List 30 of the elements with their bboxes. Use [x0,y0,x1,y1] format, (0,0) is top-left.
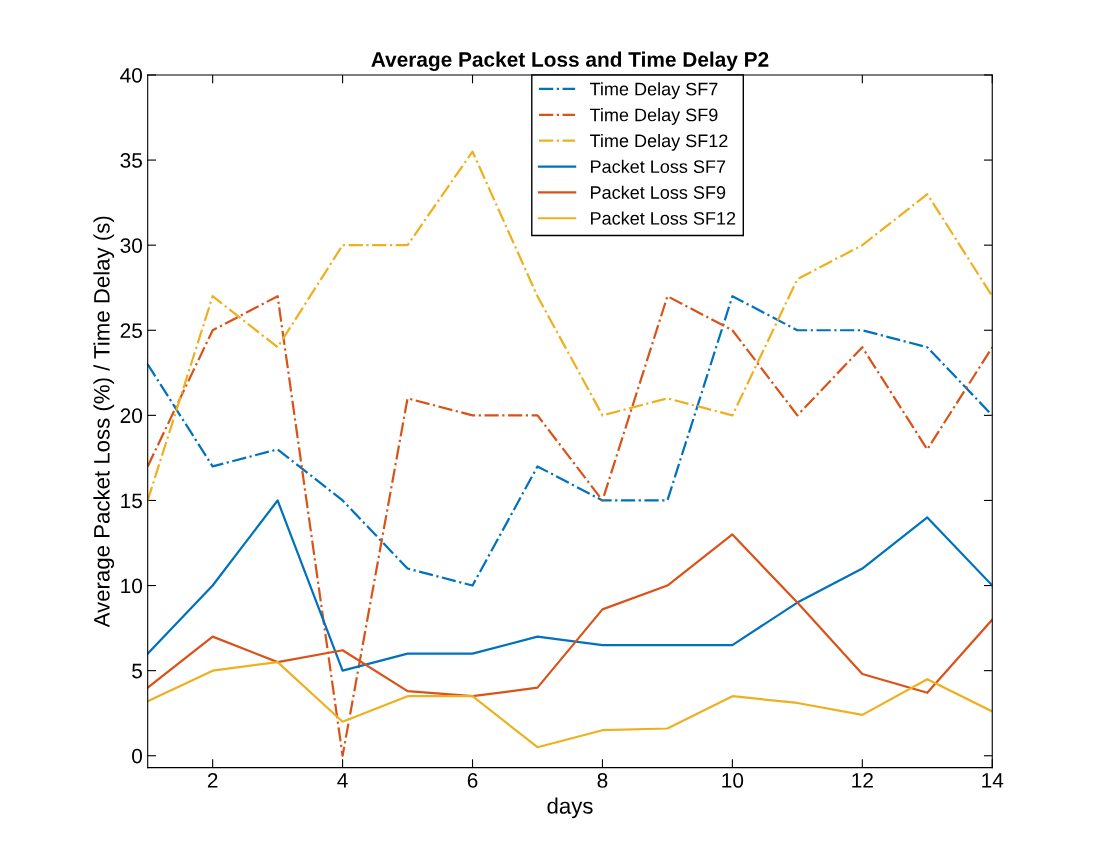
x-tick-label: 6 [467,773,478,788]
line-series [147,499,993,672]
legend-label: Packet Loss SF12 [591,211,736,225]
legend-label: Time Delay SF12 [589,133,728,151]
y-tick-label: 35 [120,153,142,168]
x-axis-title: days [547,797,593,819]
y-axis-title: Average Packet Loss (%) / Time Delay (s) [93,216,115,628]
line-series [147,295,993,587]
y-tick-label: 20 [120,408,143,424]
legend-label: Packet Loss SF9 [591,185,726,199]
x-tick-label: 4 [337,773,348,788]
legend-label: Packet Loss SF7 [591,159,726,174]
y-tick-label: 25 [120,323,142,339]
legend-label: Time Delay SF7 [589,82,718,100]
legend-label: Time Delay SF9 [589,108,718,125]
line-series [147,661,993,749]
line-series [147,295,993,757]
y-tick-label: 10 [121,578,143,594]
x-tick-label: 2 [207,773,218,788]
chart-title: Average Packet Loss and Time Delay P2 [371,51,769,72]
x-tick-label: 10 [722,773,744,788]
x-tick-label: 14 [982,773,1004,788]
y-tick-label: 40 [120,67,143,83]
y-tick-label: 0 [132,748,143,764]
line-series [147,150,993,502]
y-tick-label: 5 [132,663,142,679]
y-tick-label: 30 [120,238,143,253]
y-tick-label: 15 [121,493,142,509]
x-tick-label: 8 [597,773,608,788]
x-tick-label: 12 [852,773,873,788]
